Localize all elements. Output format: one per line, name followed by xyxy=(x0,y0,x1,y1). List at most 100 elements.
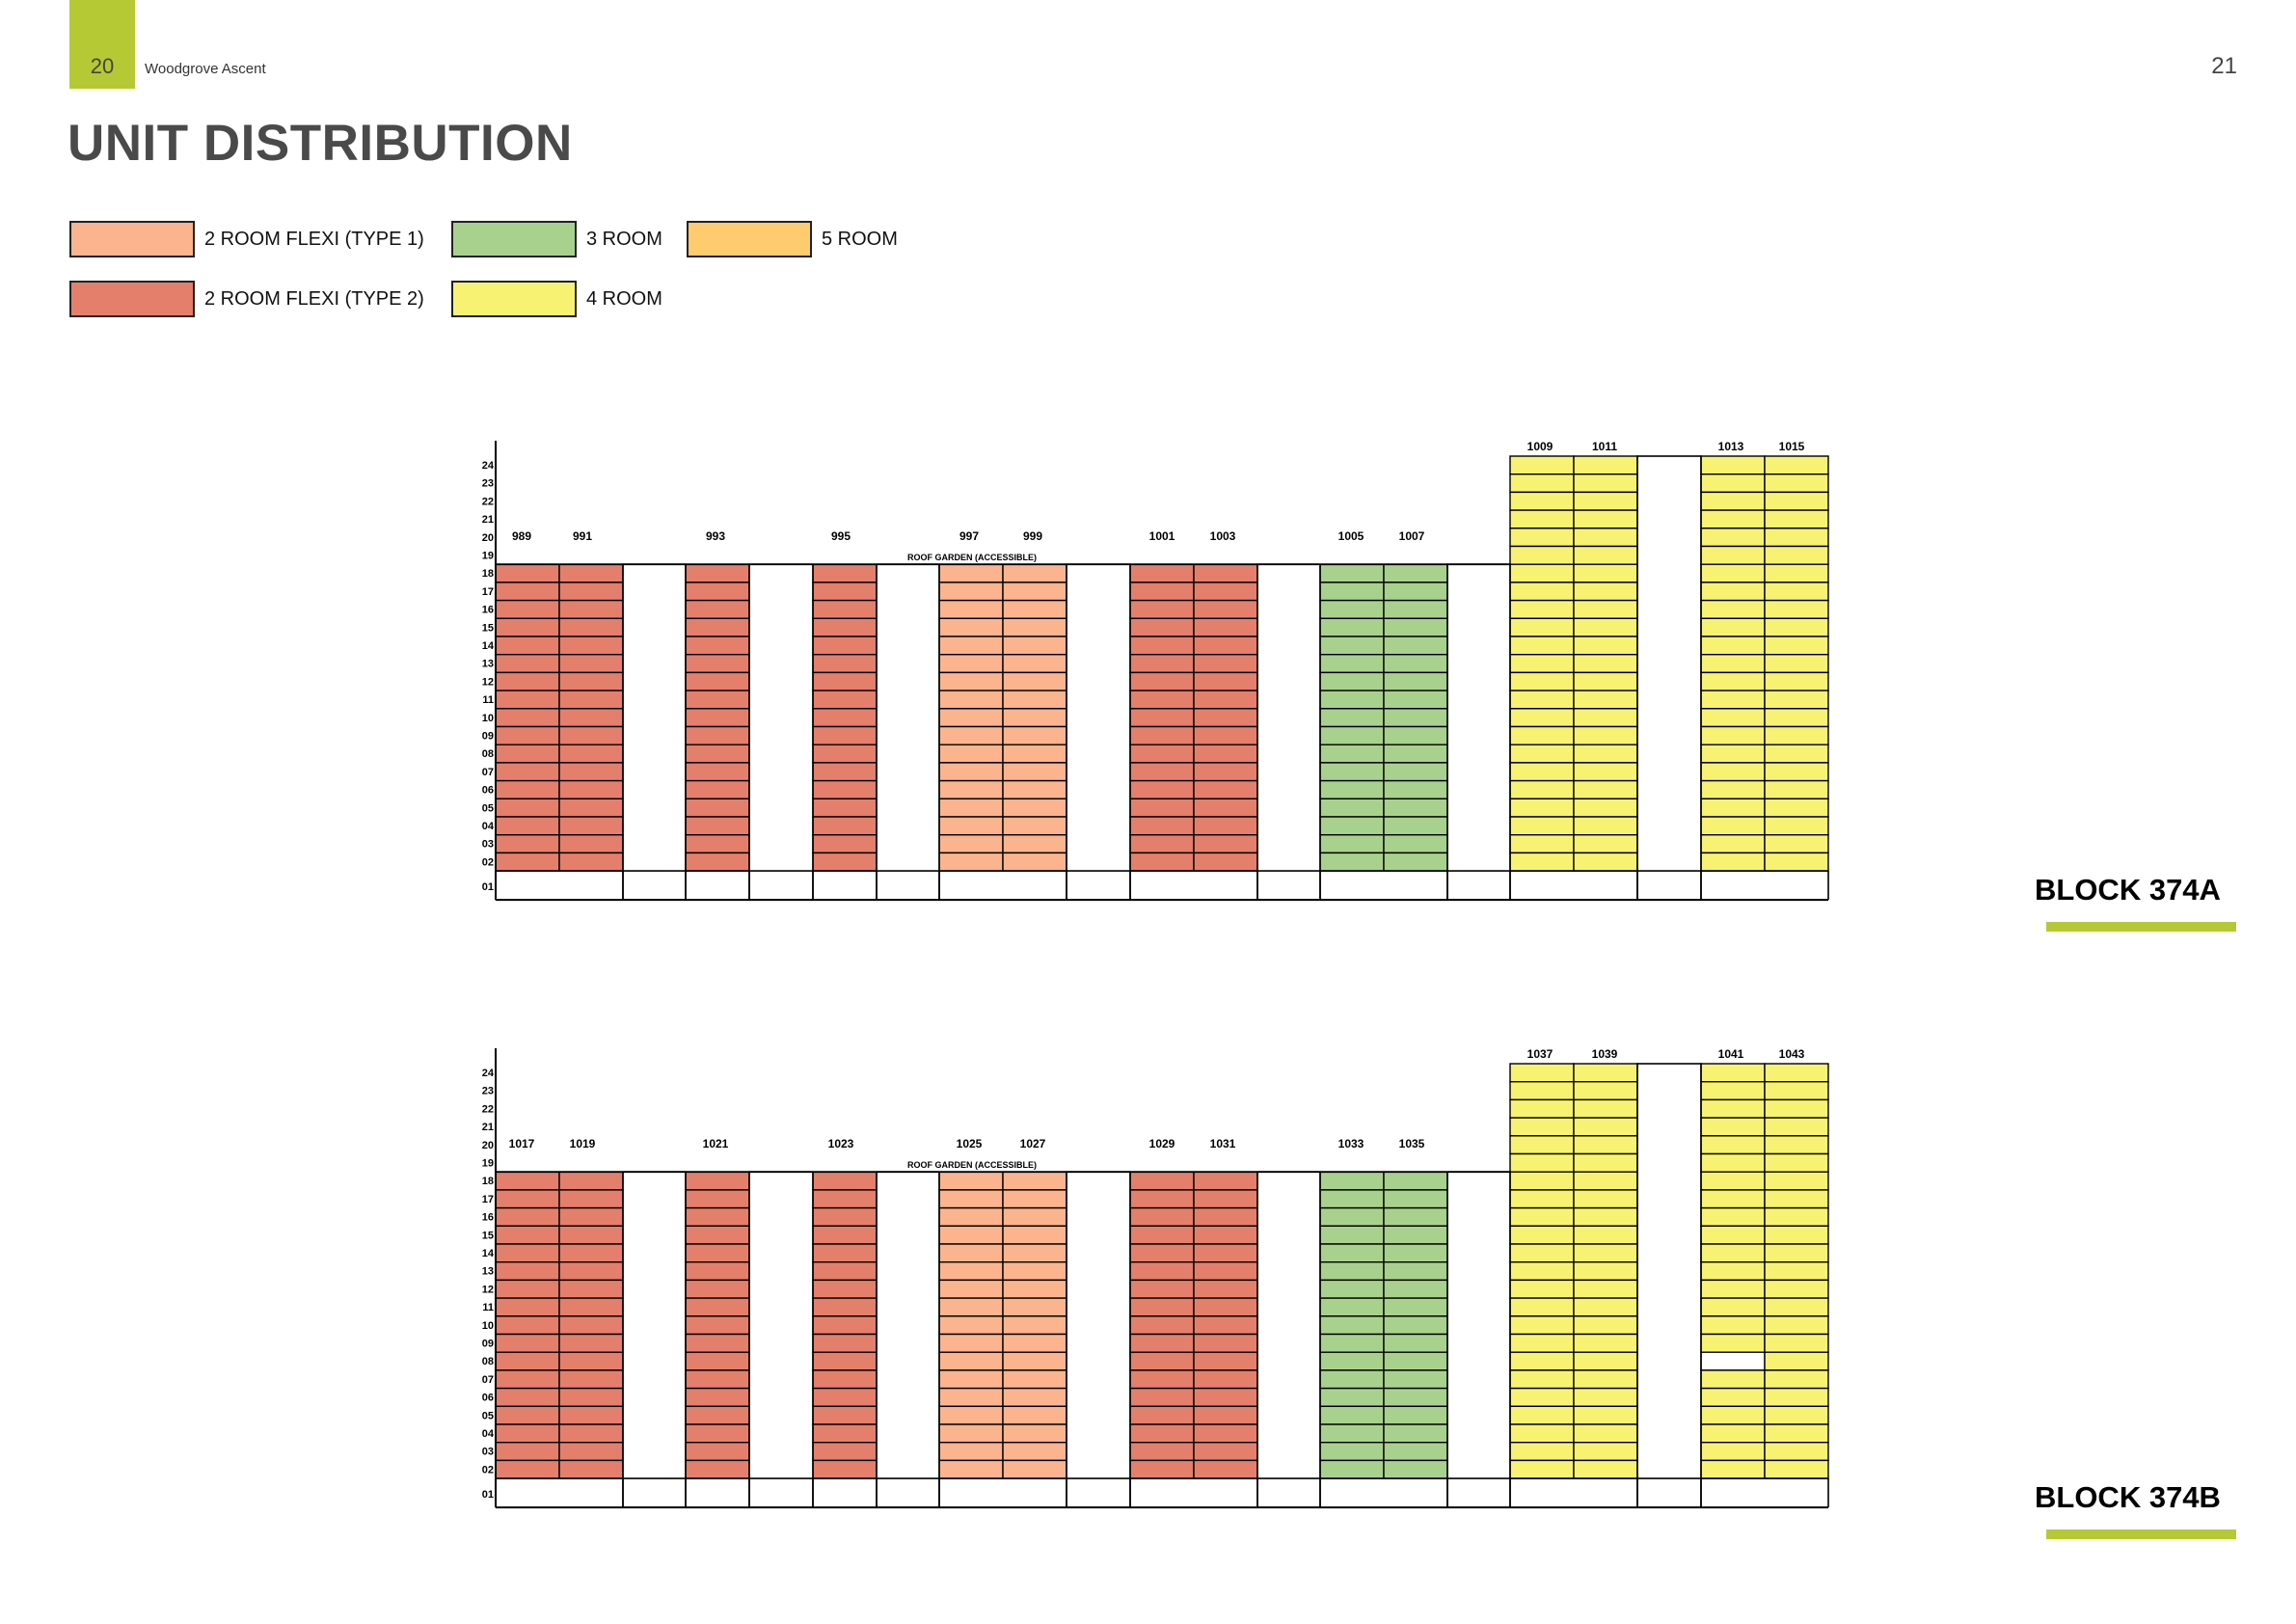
unit-cell xyxy=(812,1189,878,1209)
page-heading: UNIT DISTRIBUTION xyxy=(68,115,573,172)
unit-cell xyxy=(1509,1206,1575,1228)
unit-cell xyxy=(812,1333,878,1353)
unit-cell xyxy=(1764,528,1829,548)
unit-cell xyxy=(938,690,1004,710)
unit-cell xyxy=(1700,528,1766,548)
void-outline xyxy=(1066,1171,1131,1508)
unit-cell xyxy=(1509,1135,1575,1155)
unit-cell xyxy=(1573,1351,1638,1371)
floor-label: 19 xyxy=(482,551,494,562)
unit-number-label: 1035 xyxy=(1399,1137,1425,1150)
unit-cell xyxy=(685,617,750,637)
unit-cell xyxy=(1700,1171,1766,1191)
void-outline xyxy=(1256,563,1321,901)
void-outline xyxy=(1446,1171,1511,1508)
unit-cell xyxy=(558,1351,624,1371)
unit-cell xyxy=(685,1315,750,1336)
unit-cell xyxy=(1383,1351,1448,1371)
floor-label: 11 xyxy=(482,1302,494,1313)
unit-cell xyxy=(1509,1171,1575,1191)
floor-label: 04 xyxy=(482,1428,495,1440)
unit-cell xyxy=(1573,816,1638,836)
unit-cell xyxy=(1509,1387,1575,1408)
unit-cell xyxy=(1700,1081,1766,1101)
unit-cell xyxy=(1383,725,1448,745)
unit-cell xyxy=(1129,834,1195,854)
legend-swatch xyxy=(69,281,195,317)
unit-cell xyxy=(685,1225,750,1245)
unit-cell xyxy=(1700,545,1766,565)
unit-cell xyxy=(938,653,1004,674)
unit-cell xyxy=(1193,816,1258,836)
unit-number-label: 1009 xyxy=(1527,440,1553,453)
unit-cell xyxy=(558,582,624,602)
unit-cell xyxy=(1129,725,1195,745)
unit-cell xyxy=(938,816,1004,836)
unit-cell xyxy=(1319,1206,1385,1228)
unit-cell xyxy=(1002,653,1067,674)
unit-cell xyxy=(1002,1351,1067,1371)
floor-label: 03 xyxy=(482,1447,494,1458)
unit-cell xyxy=(495,1442,560,1462)
unit-number-label: 995 xyxy=(831,529,851,543)
unit-cell xyxy=(1319,1297,1385,1317)
unit-cell xyxy=(1193,1333,1258,1353)
unit-cell xyxy=(1764,762,1829,782)
unit-cell xyxy=(1700,798,1766,818)
unit-cell xyxy=(938,1243,1004,1263)
unit-cell xyxy=(685,1459,750,1479)
unit-cell xyxy=(685,852,750,872)
floor-label: 09 xyxy=(482,731,494,743)
unit-cell xyxy=(1509,1351,1575,1371)
unit-cell xyxy=(1764,1081,1829,1101)
unit-cell xyxy=(1509,671,1575,691)
floor-label: 10 xyxy=(482,1320,494,1332)
unit-cell xyxy=(1509,509,1575,529)
unit-cell xyxy=(1193,1243,1258,1263)
unit-cell xyxy=(1383,1387,1448,1408)
unit-cell xyxy=(1383,1206,1448,1228)
unit-cell xyxy=(685,563,750,583)
unit-cell xyxy=(1573,455,1638,475)
unit-cell xyxy=(1764,1405,1829,1425)
unit-cell xyxy=(558,1189,624,1209)
unit-cell xyxy=(1002,636,1067,656)
floor-label: 20 xyxy=(482,1140,494,1151)
unit-cell xyxy=(495,1225,560,1245)
unit-cell xyxy=(1573,599,1638,620)
unit-cell xyxy=(558,617,624,637)
unit-cell xyxy=(938,617,1004,637)
legend-swatch xyxy=(451,281,577,317)
unit-cell xyxy=(1129,852,1195,872)
unit-cell xyxy=(1700,1459,1766,1479)
unit-cell xyxy=(685,834,750,854)
unit-cell xyxy=(1129,1315,1195,1336)
unit-cell xyxy=(1002,1243,1067,1263)
unit-cell xyxy=(558,599,624,620)
unit-cell xyxy=(1509,834,1575,854)
void-outline xyxy=(748,563,814,901)
unit-cell xyxy=(1383,798,1448,818)
floor-label: 14 xyxy=(482,640,495,652)
unit-cell xyxy=(1764,1442,1829,1462)
unit-cell xyxy=(1700,1351,1766,1371)
unit-cell xyxy=(1002,1333,1067,1353)
unit-cell xyxy=(1383,708,1448,728)
unit-cell xyxy=(812,617,878,637)
unit-cell xyxy=(1764,725,1829,745)
unit-cell xyxy=(1700,1297,1766,1317)
unit-cell xyxy=(1573,1279,1638,1299)
unit-cell xyxy=(938,1387,1004,1408)
unit-number-label: 1011 xyxy=(1592,440,1617,453)
unit-cell xyxy=(1700,1333,1766,1353)
block-name-374b: BLOCK 374B xyxy=(2035,1480,2221,1514)
unit-cell xyxy=(812,1442,878,1462)
floor-label: 12 xyxy=(482,676,494,688)
unit-cell xyxy=(1764,474,1829,494)
unit-cell xyxy=(1319,617,1385,637)
unit-cell xyxy=(1129,617,1195,637)
unit-cell xyxy=(1193,798,1258,818)
unit-cell xyxy=(812,1243,878,1263)
unit-cell xyxy=(1700,1315,1766,1336)
unit-cell xyxy=(685,599,750,620)
